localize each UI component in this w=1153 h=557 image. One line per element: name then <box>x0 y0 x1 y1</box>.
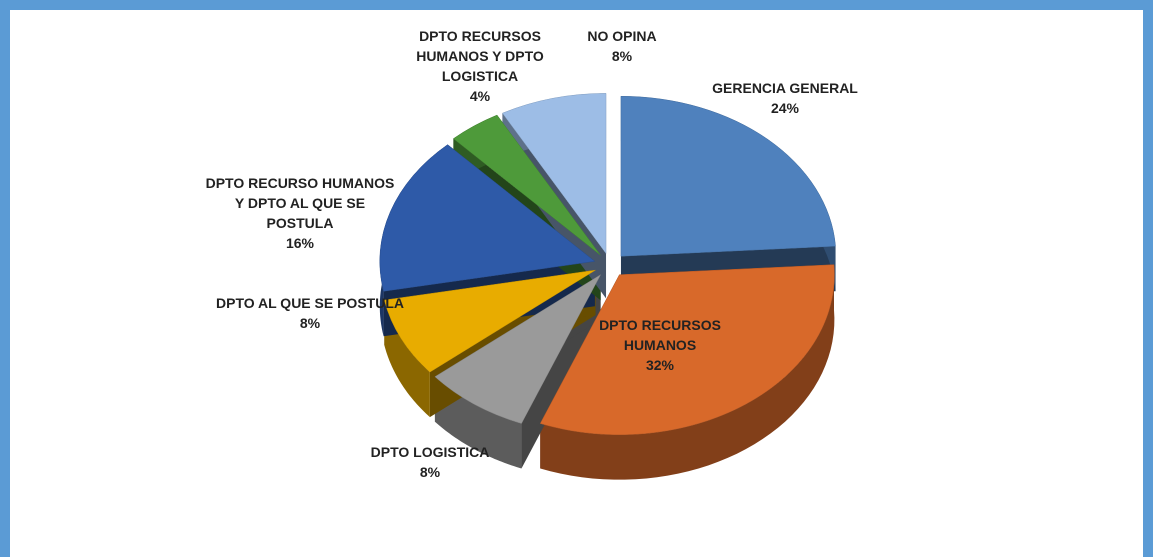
data-label: DPTO RECURSO HUMANOS Y DPTO AL QUE SE PO… <box>205 173 395 253</box>
value-label: 4% <box>469 88 491 104</box>
category-label: GERENCIA GENERAL <box>712 80 858 96</box>
value-label: 16% <box>285 235 315 251</box>
value-label: 32% <box>645 357 675 373</box>
value-label: 8% <box>419 464 441 480</box>
value-label: 24% <box>770 100 800 116</box>
chart <box>379 93 836 480</box>
category-label: DPTO RECURSOS HUMANOS Y DPTO LOGISTICA <box>416 28 544 84</box>
slice <box>620 96 836 257</box>
slice <box>539 264 835 435</box>
slice <box>434 274 602 424</box>
data-label: DPTO AL QUE SE POSTULA 8% <box>190 293 430 333</box>
category-label: DPTO AL QUE SE POSTULA <box>216 295 404 311</box>
slice-tops <box>379 93 836 435</box>
slice <box>384 269 596 373</box>
data-label: GERENCIA GENERAL 24% <box>685 78 885 118</box>
category-label: NO OPINA <box>587 28 657 44</box>
slice <box>502 93 607 255</box>
category-label: DPTO RECURSO HUMANOS Y DPTO AL QUE SE PO… <box>205 175 395 231</box>
data-label: DPTO RECURSOS HUMANOS Y DPTO LOGISTICA 4% <box>395 26 565 106</box>
data-label: DPTO LOGISTICA 8% <box>350 442 510 482</box>
value-label: 8% <box>299 315 321 331</box>
slice-side <box>540 264 835 480</box>
value-label: 8% <box>611 48 633 64</box>
data-label: DPTO RECURSOS HUMANOS 32% <box>585 315 735 375</box>
category-label: DPTO LOGISTICA <box>370 444 490 460</box>
slice <box>379 144 596 292</box>
category-label: DPTO RECURSOS HUMANOS <box>599 317 721 353</box>
slice <box>452 114 601 256</box>
data-label: NO OPINA 8% <box>562 26 682 66</box>
